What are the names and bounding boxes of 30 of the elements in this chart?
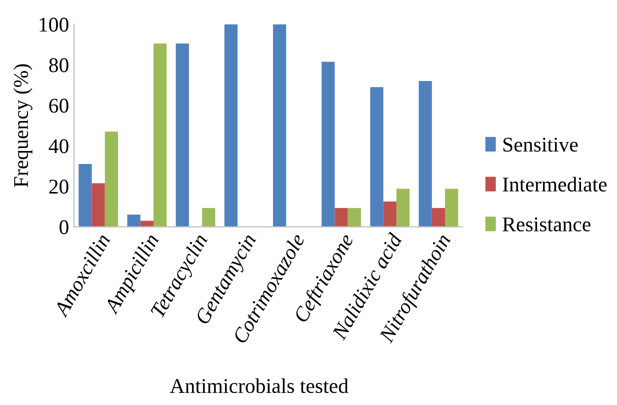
y-axis-title: Frequency (%) [13,64,32,188]
x-axis-title: Antimicrobials tested [170,378,348,394]
legend-label: Sensitive [503,138,578,152]
y-tick-label: 100 [40,18,68,32]
legend-label: Resistance [502,217,590,232]
y-tick-label: 60 [49,98,68,113]
bar [418,81,432,227]
y-tick-label: 0 [60,220,68,234]
bar [273,24,286,227]
bar [92,183,105,227]
bar [445,188,458,227]
bar [322,62,335,227]
y-tick-label: 20 [49,180,68,194]
bar [153,44,167,227]
y-tick-label: 40 [48,139,68,154]
bar [334,208,348,227]
bar [127,214,140,227]
bar [348,208,361,227]
bar [370,87,384,227]
bar [224,24,238,227]
bar [140,220,154,227]
bar [78,164,92,227]
bar [202,208,216,227]
bar [383,201,396,227]
legend-label: Intermediate [502,176,607,192]
bar [176,44,189,227]
bar [432,208,446,227]
bar [104,132,118,227]
bar [396,188,410,227]
y-tick-label: 80 [49,58,68,72]
